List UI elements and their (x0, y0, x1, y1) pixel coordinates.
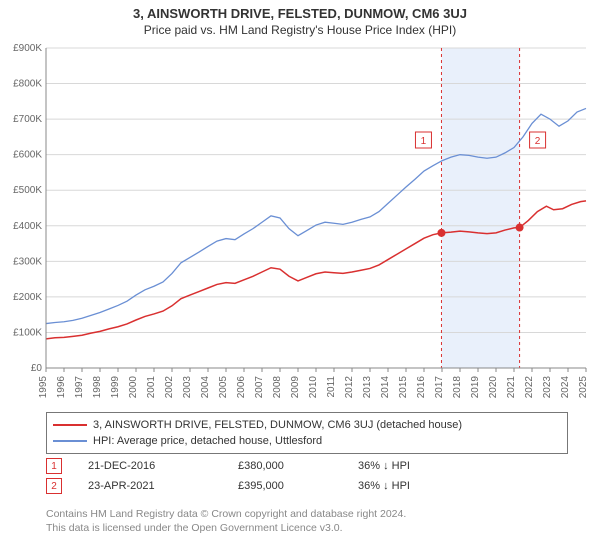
trade-row: 2 23-APR-2021£395,00036% ↓ HPI (46, 476, 554, 496)
trades-table: 1 21-DEC-2016£380,00036% ↓ HPI 2 23-APR-202… (46, 456, 554, 496)
svg-text:2000: 2000 (128, 376, 139, 399)
svg-text:£600K: £600K (13, 150, 42, 161)
legend: 3, AINSWORTH DRIVE, FELSTED, DUNMOW, CM6… (46, 412, 568, 454)
svg-text:£100K: £100K (13, 327, 42, 338)
page-title: 3, AINSWORTH DRIVE, FELSTED, DUNMOW, CM6… (0, 0, 600, 21)
legend-swatch (53, 424, 87, 426)
legend-row: 3, AINSWORTH DRIVE, FELSTED, DUNMOW, CM6… (53, 417, 561, 433)
svg-text:2011: 2011 (326, 376, 337, 398)
legend-row: HPI: Average price, detached house, Uttl… (53, 433, 561, 449)
legend-label: 3, AINSWORTH DRIVE, FELSTED, DUNMOW, CM6… (93, 419, 462, 431)
svg-text:£500K: £500K (13, 185, 42, 196)
svg-text:2016: 2016 (416, 376, 427, 399)
page-subtitle: Price paid vs. HM Land Registry's House … (0, 21, 600, 37)
svg-text:2012: 2012 (344, 376, 355, 399)
svg-text:2010: 2010 (308, 376, 319, 399)
trade-price: £380,000 (238, 460, 358, 472)
legend-label: HPI: Average price, detached house, Uttl… (93, 435, 322, 447)
svg-text:2: 2 (535, 136, 541, 147)
svg-text:2022: 2022 (524, 376, 535, 399)
svg-text:2019: 2019 (470, 376, 481, 399)
svg-text:£300K: £300K (13, 256, 42, 267)
svg-text:2024: 2024 (560, 376, 571, 399)
svg-text:£200K: £200K (13, 292, 42, 303)
svg-text:2023: 2023 (542, 376, 553, 399)
svg-text:2002: 2002 (164, 376, 175, 399)
trade-row: 1 21-DEC-2016£380,00036% ↓ HPI (46, 456, 554, 476)
trade-date: 21-DEC-2016 (88, 460, 238, 472)
attribution-line: This data is licensed under the Open Gov… (46, 522, 554, 536)
svg-text:1996: 1996 (56, 376, 67, 399)
attribution: Contains HM Land Registry data © Crown c… (46, 508, 554, 535)
svg-text:1995: 1995 (38, 376, 49, 399)
svg-text:2021: 2021 (506, 376, 517, 399)
svg-text:£800K: £800K (13, 79, 42, 90)
svg-text:2006: 2006 (236, 376, 247, 399)
trade-badge: 2 (46, 478, 62, 494)
svg-text:1999: 1999 (110, 376, 121, 399)
svg-text:2003: 2003 (182, 376, 193, 399)
trade-badge: 1 (46, 458, 62, 474)
trade-price: £395,000 (238, 480, 358, 492)
trade-diff: 36% ↓ HPI (358, 460, 478, 472)
svg-text:2004: 2004 (200, 376, 211, 399)
svg-text:2008: 2008 (272, 376, 283, 399)
svg-text:£400K: £400K (13, 221, 42, 232)
svg-text:2005: 2005 (218, 376, 229, 399)
svg-text:£0: £0 (31, 363, 43, 374)
svg-text:2017: 2017 (434, 376, 445, 399)
svg-text:£900K: £900K (13, 44, 42, 54)
svg-text:1997: 1997 (74, 376, 85, 399)
svg-text:1998: 1998 (92, 376, 103, 399)
svg-text:1: 1 (421, 136, 427, 147)
svg-text:2020: 2020 (488, 376, 499, 399)
trade-diff: 36% ↓ HPI (358, 480, 478, 492)
svg-text:2025: 2025 (578, 376, 589, 399)
svg-text:2009: 2009 (290, 376, 301, 399)
svg-text:2013: 2013 (362, 376, 373, 399)
svg-text:2015: 2015 (398, 376, 409, 399)
svg-text:2014: 2014 (380, 376, 391, 399)
svg-text:2001: 2001 (146, 376, 157, 399)
price-chart: £0 £100K £200K £300K £400K £500K £600K £700K £80… (0, 44, 600, 404)
svg-text:£700K: £700K (13, 114, 42, 125)
legend-swatch (53, 440, 87, 442)
svg-text:2018: 2018 (452, 376, 463, 399)
trade-date: 23-APR-2021 (88, 480, 238, 492)
svg-text:2007: 2007 (254, 376, 265, 399)
attribution-line: Contains HM Land Registry data © Crown c… (46, 508, 554, 522)
